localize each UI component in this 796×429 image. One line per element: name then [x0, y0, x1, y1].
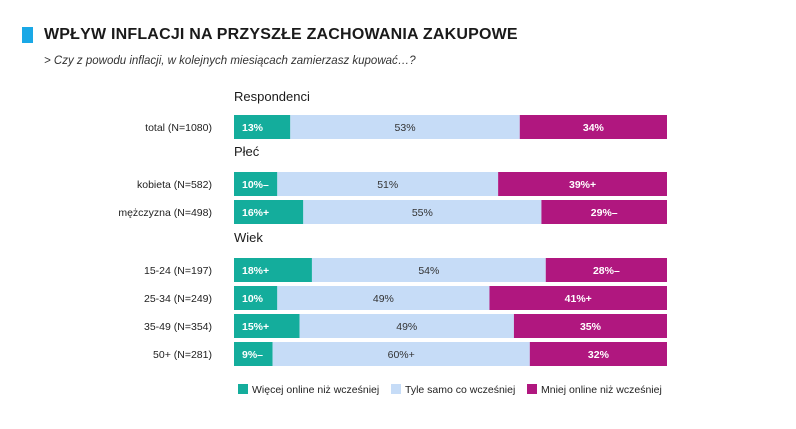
data-label: 60%+: [388, 349, 415, 361]
data-label: 28%–: [593, 265, 620, 277]
bar-segment: [234, 258, 312, 282]
legend-swatch: [238, 384, 248, 394]
row-label: kobieta (N=582): [137, 179, 212, 191]
bar-segment: [303, 200, 542, 224]
bar-segment: [234, 115, 291, 139]
legend-entry: Tyle samo co wcześniej: [405, 384, 515, 396]
group-label: Wiek: [234, 230, 263, 245]
chart-subtitle: > Czy z powodu inflacji, w kolejnych mie…: [44, 55, 416, 67]
bar-segment: [529, 342, 667, 366]
data-label: 18%+: [242, 265, 269, 277]
data-label: 39%+: [569, 179, 596, 191]
row-label: 50+ (N=281): [153, 349, 212, 361]
legend-entry: Więcej online niż wcześniej: [252, 384, 379, 396]
legend-entry: Mniej online niż wcześniej: [541, 384, 662, 396]
bar-segment: [234, 286, 278, 310]
row-label: 35-49 (N=354): [144, 321, 212, 333]
data-label: 53%: [395, 122, 416, 134]
row-label: 25-34 (N=249): [144, 293, 212, 305]
data-label: 51%: [377, 179, 398, 191]
bar-segment: [541, 200, 667, 224]
data-label: 15%+: [242, 321, 269, 333]
page-title: WPŁYW INFLACJI NA PRZYSZŁE ZACHOWANIA ZA…: [44, 26, 518, 43]
bar-segment: [545, 258, 667, 282]
bar-segment: [519, 115, 667, 139]
data-label: 13%: [242, 122, 264, 134]
data-label: 55%: [412, 207, 433, 219]
data-label: 9%–: [242, 349, 263, 361]
bar-segment: [234, 200, 304, 224]
bar-segment: [498, 172, 667, 196]
bar-segment: [290, 115, 520, 139]
data-label: 35%: [580, 321, 602, 333]
bar-segment: [234, 172, 278, 196]
group-label: Płeć: [234, 144, 260, 159]
title-accent-square: [22, 27, 33, 43]
group-label: Respondenci: [234, 89, 310, 104]
data-label: 16%+: [242, 207, 269, 219]
data-label: 49%: [396, 321, 417, 333]
data-label: 32%: [588, 349, 610, 361]
bar-segment: [489, 286, 667, 310]
row-label: total (N=1080): [145, 122, 212, 134]
row-label: 15-24 (N=197): [144, 265, 212, 277]
bar-segment: [311, 258, 546, 282]
data-label: 10%–: [242, 179, 269, 191]
data-label: 29%–: [591, 207, 618, 219]
legend-swatch: [391, 384, 401, 394]
data-label: 34%: [583, 122, 605, 134]
bar-segment: [277, 286, 490, 310]
bar-segment: [272, 342, 530, 366]
legend-swatch: [527, 384, 537, 394]
data-label: 49%: [373, 293, 394, 305]
data-label: 41%+: [565, 293, 592, 305]
row-label: mężczyzna (N=498): [118, 207, 212, 219]
bar-segment: [513, 314, 667, 338]
bar-segment: [234, 314, 300, 338]
data-label: 10%: [242, 293, 264, 305]
data-label: 54%: [418, 265, 439, 277]
bar-segment: [234, 342, 273, 366]
bar-segment: [299, 314, 514, 338]
bar-segment: [277, 172, 499, 196]
